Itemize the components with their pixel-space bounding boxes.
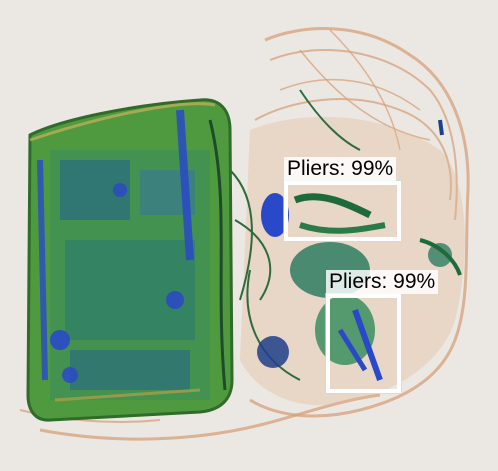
organic-bag [19, 27, 470, 441]
detection-label-pliers-1: Pliers: 99% [284, 157, 397, 181]
electronics-device [26, 98, 234, 422]
detection-box-pliers-1 [284, 181, 401, 241]
cables [229, 89, 361, 381]
detection-box-pliers-2 [326, 294, 401, 393]
detection-label-pliers-2: Pliers: 99% [326, 270, 439, 294]
